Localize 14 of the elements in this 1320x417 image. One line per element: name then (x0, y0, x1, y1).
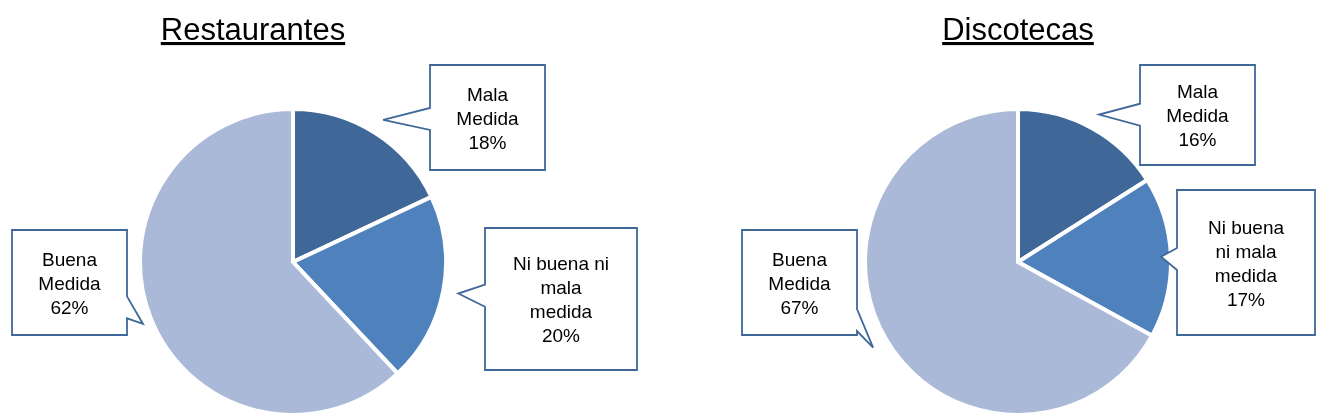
slice-label: Ni buena ni mala medida (1207, 216, 1285, 286)
data-label: 67% (780, 296, 819, 318)
slice-label: Mala Medida (456, 83, 520, 129)
chart-title: Discotecas (942, 12, 1094, 47)
data-label: 17% (1226, 288, 1266, 310)
slice-label: Mala Medida (1166, 81, 1230, 126)
slice-label: Ni buena ni mala medida (512, 253, 610, 322)
data-label: 18% (468, 131, 507, 153)
slice-label: Buena Medida (38, 248, 102, 294)
data-label: 62% (50, 296, 89, 318)
slice-label: Buena Medida (768, 248, 832, 294)
data-label: 16% (1178, 129, 1217, 150)
data-label: 20% (541, 325, 581, 346)
chart-title: Restaurantes (160, 12, 346, 47)
